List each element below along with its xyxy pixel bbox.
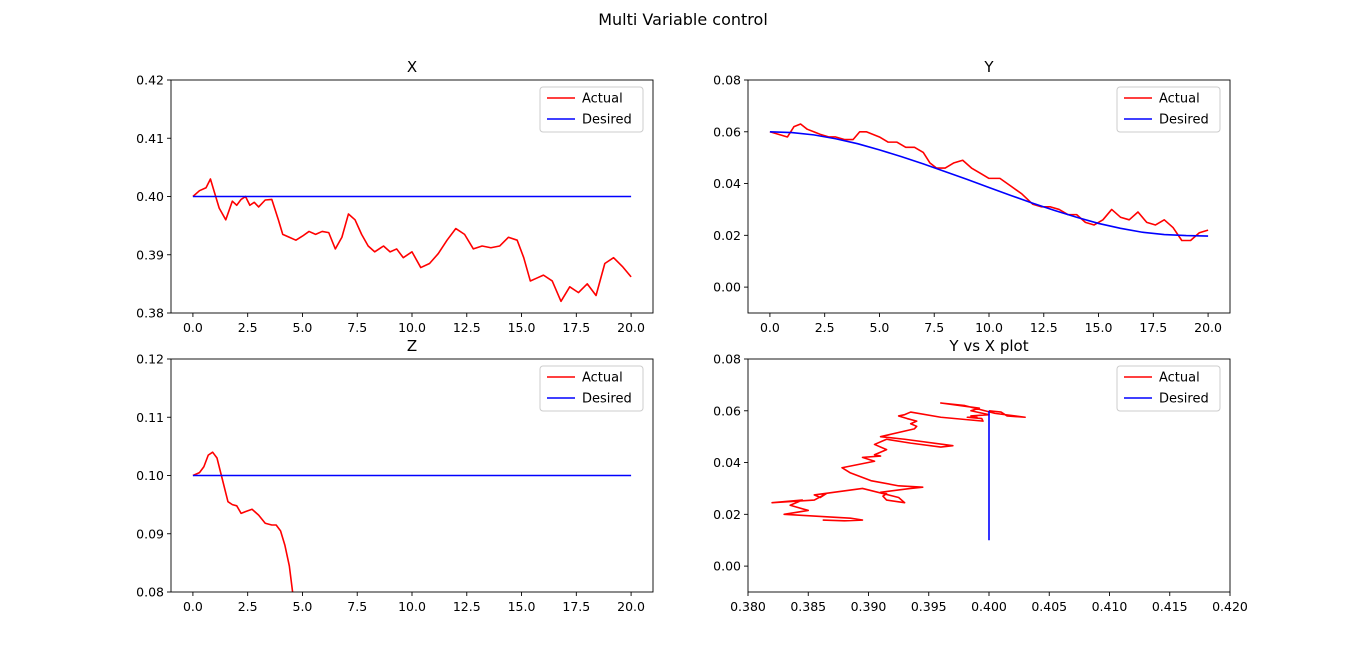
x-tick-label: 0.400 [971,599,1007,614]
y-tick-label: 0.02 [713,228,741,243]
x-tick-label: 15.0 [508,599,536,614]
y-tick-label: 0.06 [713,124,741,139]
chart-title: Z [407,337,417,355]
x-tick-label: 15.0 [508,320,536,335]
x-tick-label: 0.385 [790,599,826,614]
x-tick-label: 0.420 [1212,599,1248,614]
y-tick-label: 0.08 [713,352,741,367]
x-tick-label: 0.390 [851,599,887,614]
y-tick-label: 0.04 [713,176,741,191]
legend: Actual Desired [1116,86,1221,133]
legend: Actual Desired [1116,365,1221,412]
chart-title: Y [983,58,994,76]
x-tick-label: 2.5 [815,320,835,335]
y-tick-label: 0.40 [136,189,164,204]
legend-label-desired: Desired [582,113,632,128]
x-tick-label: 12.5 [453,599,481,614]
x-tick-label: 20.0 [1194,320,1222,335]
y-tick-label: 0.08 [136,585,164,600]
y-tick-label: 0.00 [713,559,741,574]
x-tick-label: 17.5 [562,320,590,335]
x-tick-label: 0.415 [1152,599,1188,614]
x-tick-label: 0.380 [730,599,766,614]
x-tick-label: 7.5 [347,320,367,335]
x-tick-label: 12.5 [453,320,481,335]
x-tick-label: 5.0 [293,599,313,614]
x-tick-label: 17.5 [1139,320,1167,335]
x-tick-label: 0.410 [1092,599,1128,614]
x-tick-label: 10.0 [975,320,1003,335]
x-tick-label: 20.0 [617,320,645,335]
x-tick-label: 7.5 [924,320,944,335]
x-tick-label: 17.5 [562,599,590,614]
y-tick-label: 0.02 [713,507,741,522]
x-tick-label: 20.0 [617,599,645,614]
series-line-actual [769,123,1209,242]
legend-label-desired: Desired [1159,113,1209,128]
x-tick-label: 12.5 [1030,320,1058,335]
chart-panel-3: 0.0 2.5 5.0 7.5 10.0 12.5 15.0 17.5 20.0 0.08 0.09… [136,337,654,614]
series-line-desired [769,130,1209,237]
x-tick-label: 5.0 [293,320,313,335]
legend-label-actual: Actual [1159,92,1200,107]
x-tick-label: 10.0 [398,320,426,335]
figure-title: Multi Variable control [598,10,768,29]
x-tick-label: 0.0 [183,320,203,335]
legend-label-actual: Actual [582,92,623,107]
x-tick-label: 2.5 [238,599,258,614]
x-tick-label: 0.0 [760,320,780,335]
y-tick-label: 0.09 [136,526,164,541]
legend-label-actual: Actual [582,371,623,386]
y-tick-label: 0.38 [136,306,164,321]
x-tick-label: 0.395 [911,599,947,614]
chart-title: Y vs X plot [948,337,1028,355]
x-tick-label: 0.0 [183,599,203,614]
series-line-actual [771,402,1026,522]
y-tick-label: 0.11 [136,410,164,425]
x-tick-label: 10.0 [398,599,426,614]
y-tick-label: 0.39 [136,247,164,262]
y-tick-label: 0.06 [713,403,741,418]
y-tick-label: 0.12 [136,352,164,367]
legend-label-desired: Desired [582,392,632,407]
series-line-actual [192,451,294,592]
x-tick-label: 15.0 [1085,320,1113,335]
y-tick-label: 0.08 [713,73,741,88]
y-tick-label: 0.00 [713,280,741,295]
chart-panel-1: 0.0 2.5 5.0 7.5 10.0 12.5 15.0 17.5 20.0 0.38 0.39… [136,58,654,335]
y-tick-label: 0.10 [136,468,164,483]
legend: Actual Desired [539,86,644,133]
series-line-actual [192,178,632,303]
y-tick-label: 0.42 [136,73,164,88]
chart-panel-4: 0.380 0.385 0.390 0.395 0.400 0.405 0.410 0.415… [713,337,1248,614]
legend: Actual Desired [539,365,644,412]
chart-title: X [407,58,417,76]
x-tick-label: 2.5 [238,320,258,335]
y-tick-label: 0.04 [713,455,741,470]
legend-label-actual: Actual [1159,371,1200,386]
legend-label-desired: Desired [1159,392,1209,407]
x-tick-label: 5.0 [870,320,890,335]
x-tick-label: 0.405 [1031,599,1067,614]
chart-panel-2: 0.0 2.5 5.0 7.5 10.0 12.5 15.0 17.5 20.0 0.00 0.02… [713,58,1231,335]
y-tick-label: 0.41 [136,131,164,146]
x-tick-label: 7.5 [347,599,367,614]
